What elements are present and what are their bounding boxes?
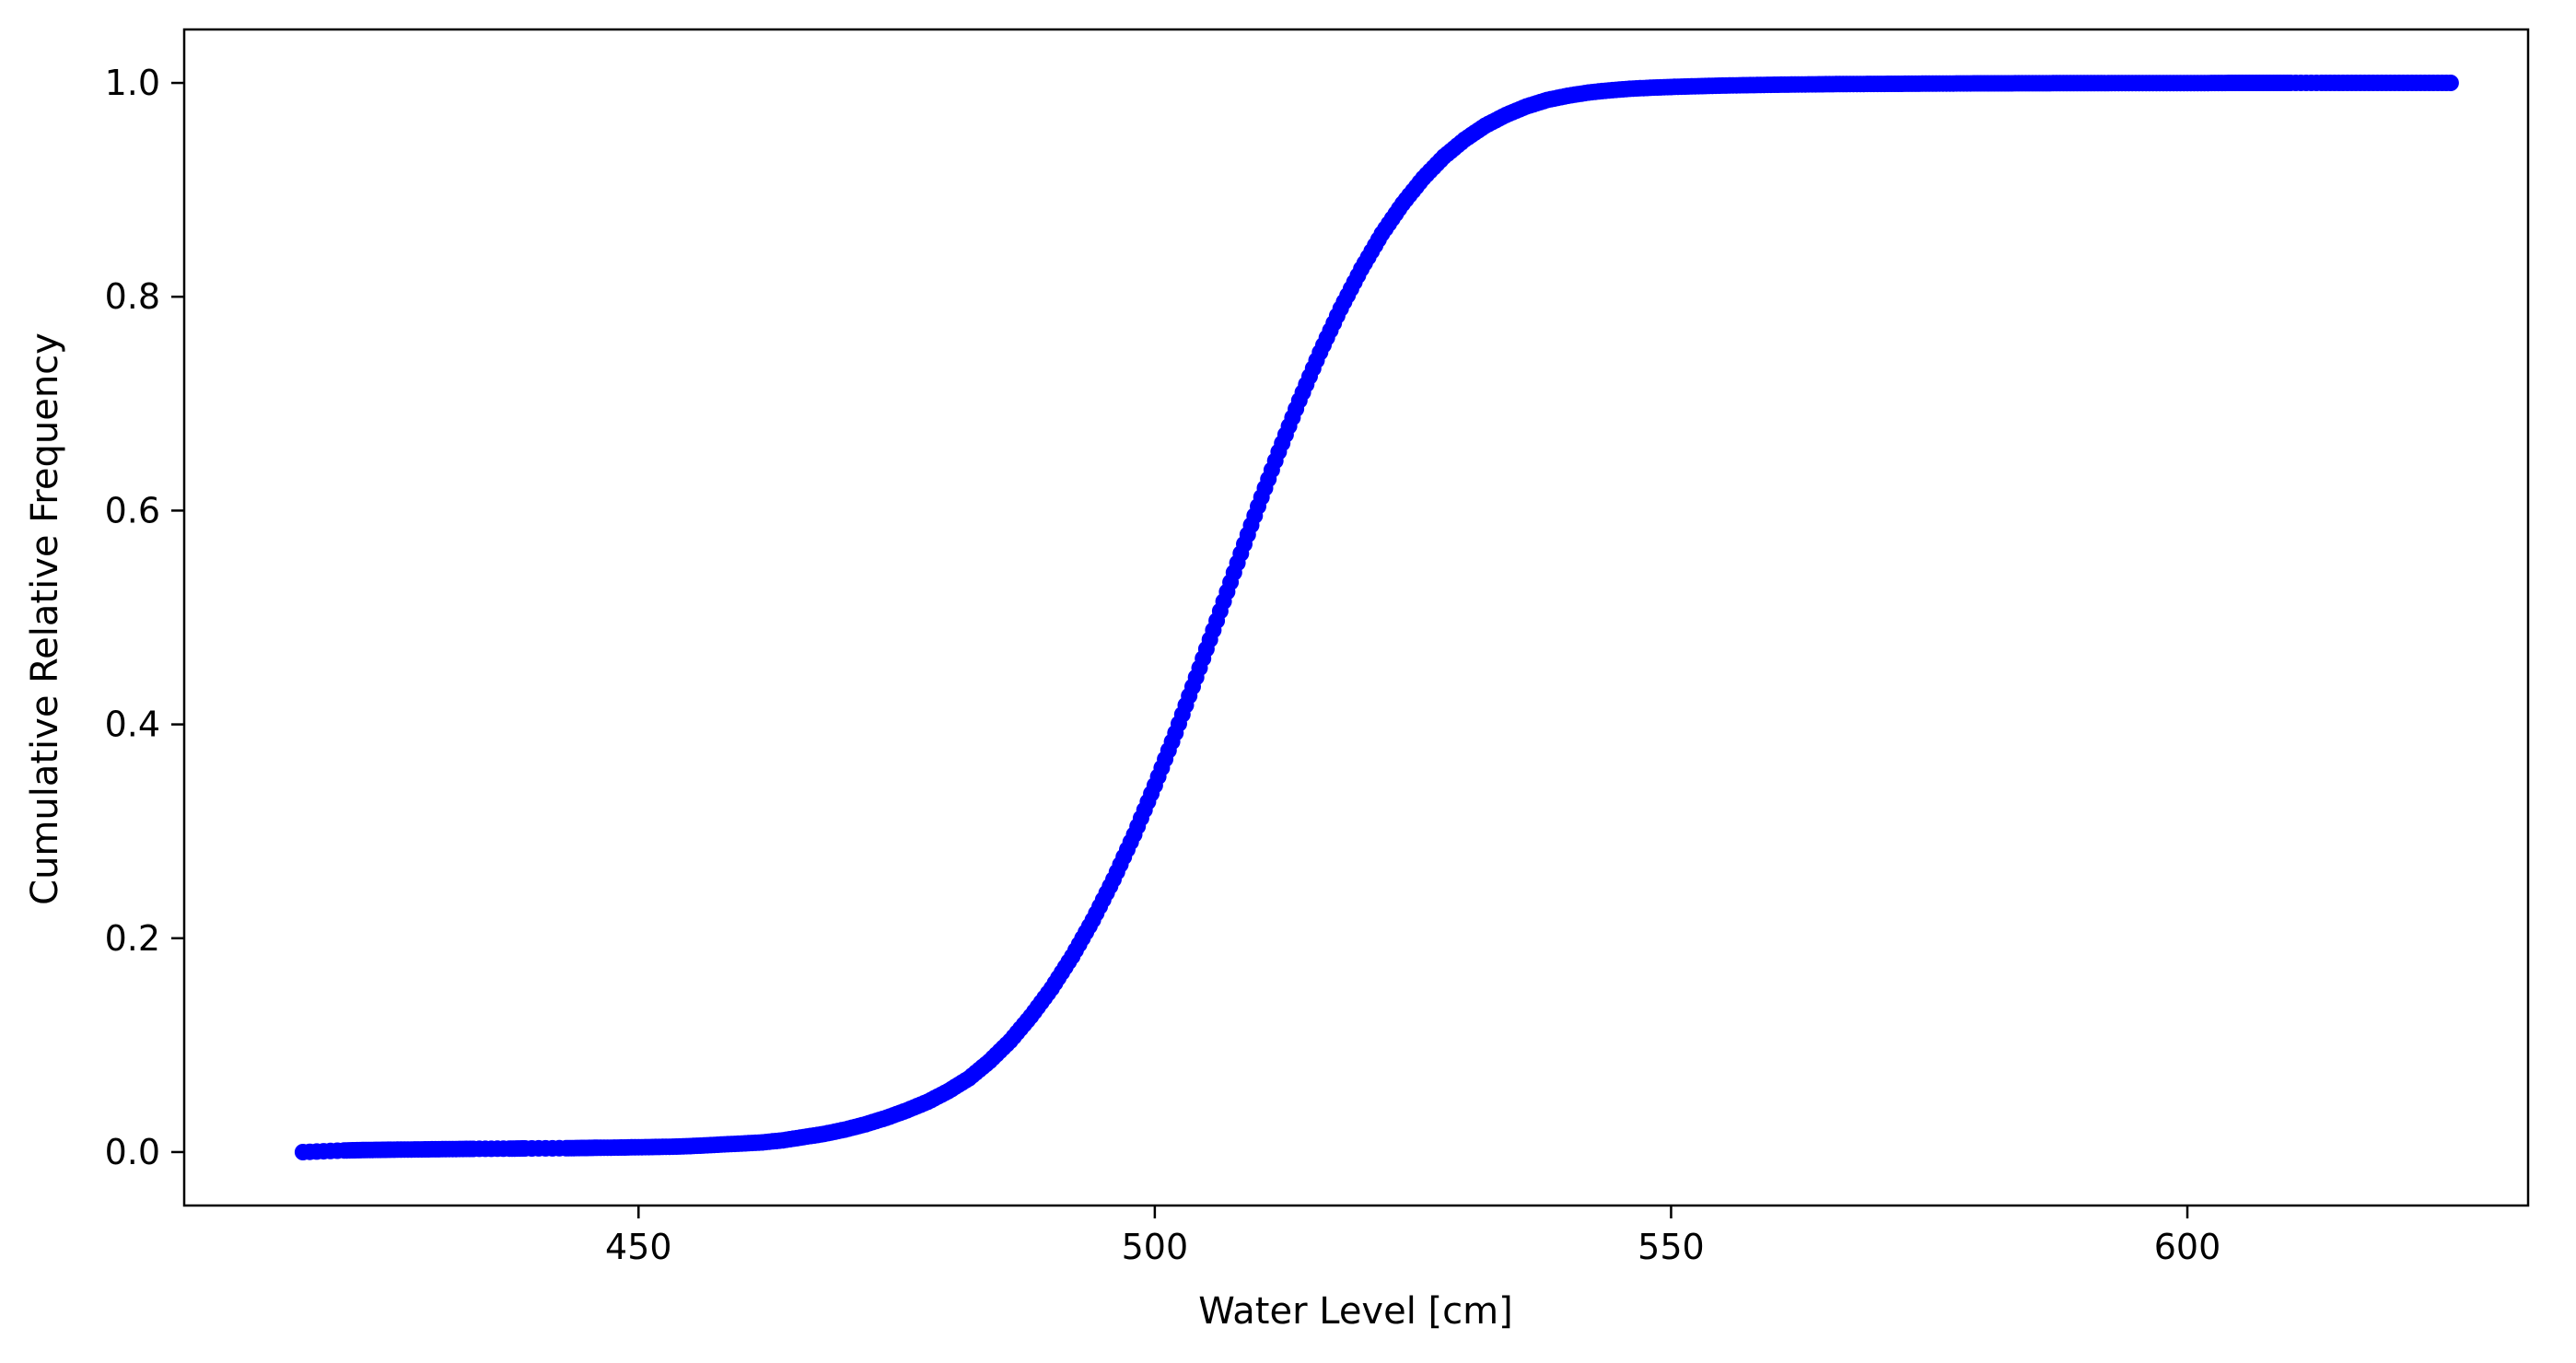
x-tick-label: 600 [2154, 1227, 2221, 1267]
x-tick-label: 450 [605, 1227, 672, 1267]
y-axis-ticks: 0.0 0.2 0.4 0.6 0.8 1.0 [105, 63, 184, 1172]
y-tick-label: 0.4 [105, 705, 160, 745]
x-tick-label: 500 [1122, 1227, 1189, 1267]
x-tick-label: 550 [1638, 1227, 1705, 1267]
y-axis-label: Cumulative Relative Frequency [24, 332, 66, 905]
y-tick-label: 0.8 [105, 276, 160, 317]
y-tick-label: 1.0 [105, 63, 160, 103]
y-tick-label: 0.0 [105, 1132, 160, 1172]
y-tick-label: 0.2 [105, 918, 160, 959]
y-tick-label: 0.6 [105, 490, 160, 530]
data-points [294, 75, 2459, 1160]
x-axis-label: Water Level [cm] [1198, 1290, 1512, 1333]
plot-frame [182, 28, 2530, 1207]
data-point [2442, 75, 2459, 91]
x-axis-ticks: 450 500 550 600 [605, 1206, 2220, 1267]
